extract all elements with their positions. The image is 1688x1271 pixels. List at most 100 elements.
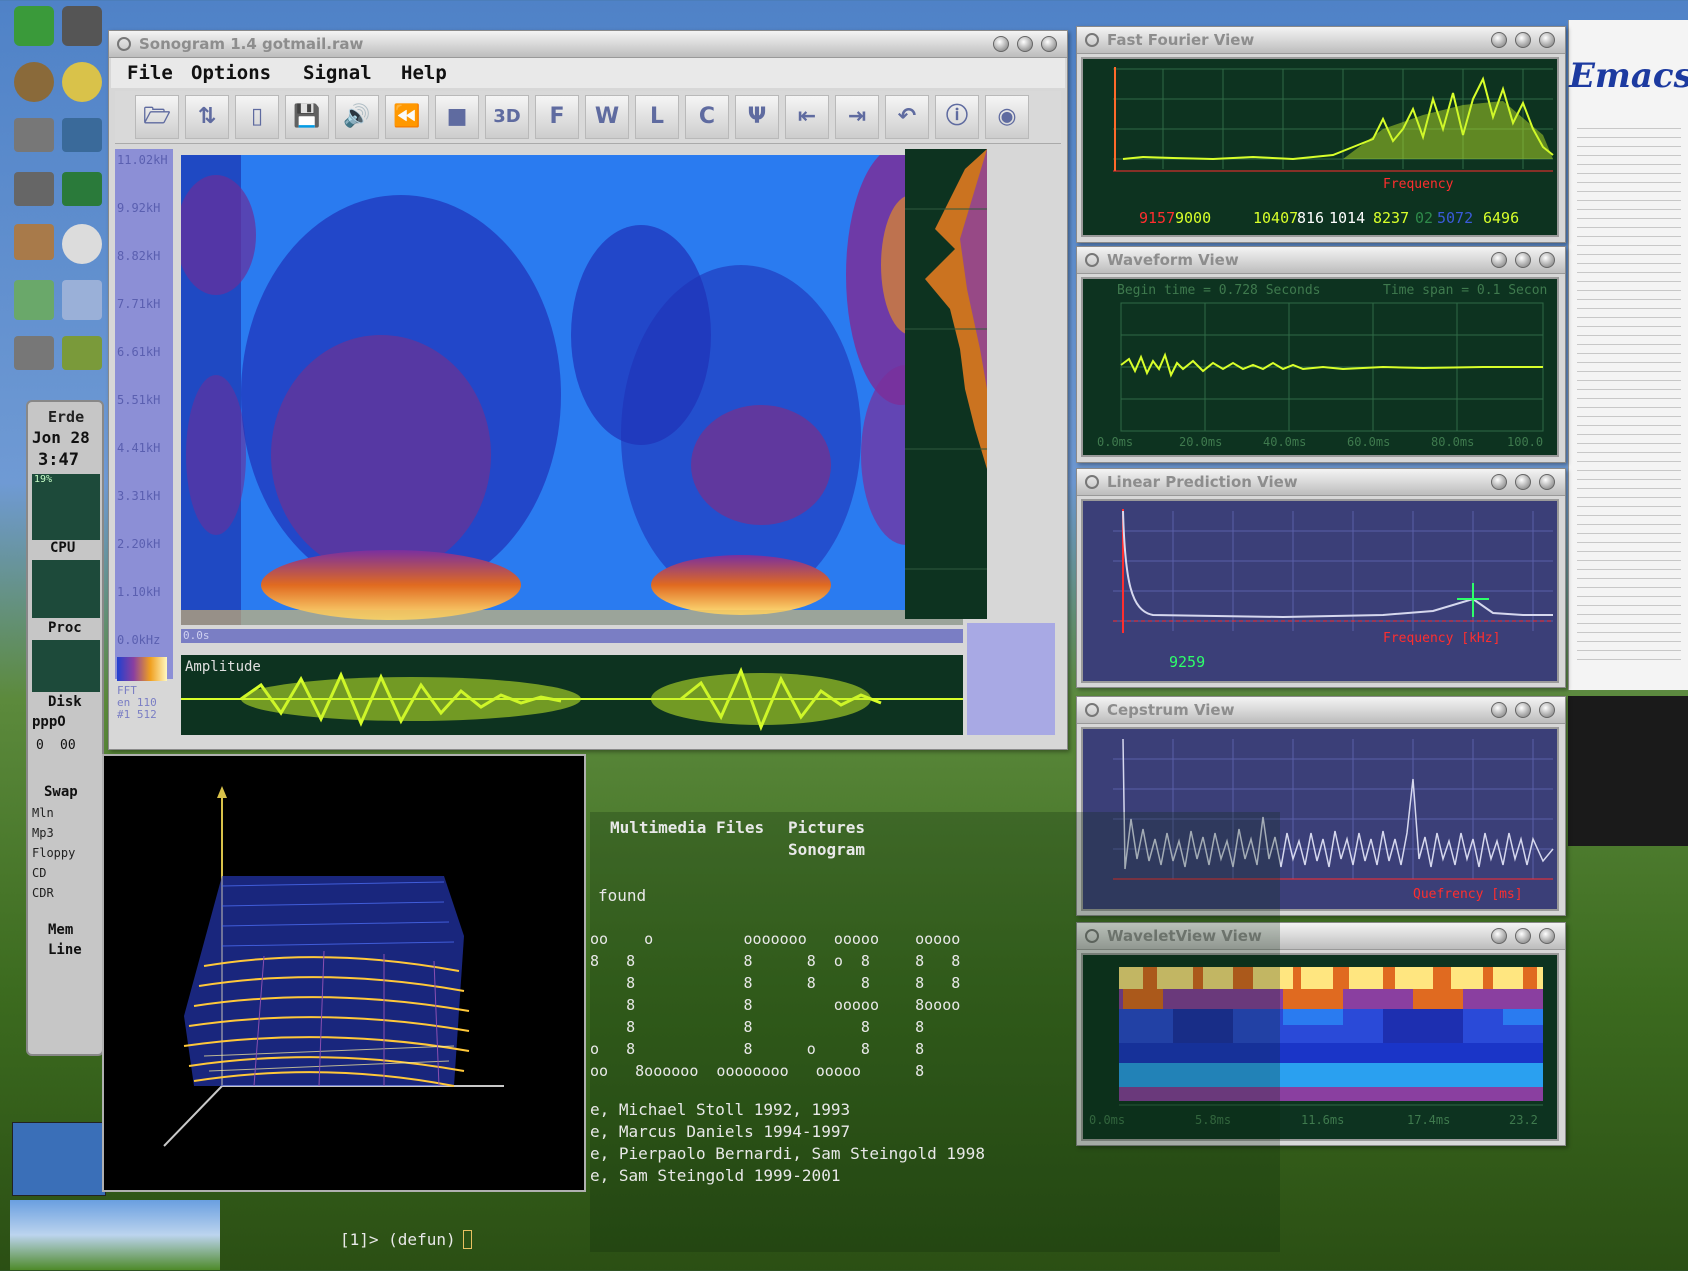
settings-icon[interactable]: ◉: [985, 95, 1029, 139]
app-icon[interactable]: [14, 172, 54, 206]
3d-view-icon[interactable]: 3D: [485, 95, 529, 139]
terminal-prompt[interactable]: [1]> (defun): [340, 1230, 456, 1249]
window-menu-icon[interactable]: [1085, 33, 1099, 47]
app-icon[interactable]: [62, 280, 102, 320]
cepstrum-titlebar[interactable]: Cepstrum View: [1077, 697, 1565, 724]
wavelet-view-icon[interactable]: Ψ: [735, 95, 779, 139]
maximize-button[interactable]: [1515, 928, 1531, 944]
fft-view-icon[interactable]: F: [535, 95, 579, 139]
fft-info-line: #1 512: [117, 708, 157, 721]
wavelet-titlebar[interactable]: WaveletView View: [1077, 923, 1565, 950]
dock-item[interactable]: Mln: [32, 806, 54, 820]
maximize-button[interactable]: [1515, 702, 1531, 718]
app-icon[interactable]: [62, 6, 102, 46]
amplitude-panel[interactable]: Amplitude: [181, 655, 963, 735]
window-menu-icon[interactable]: [1085, 703, 1099, 717]
fft-titlebar[interactable]: Fast Fourier View: [1077, 27, 1565, 54]
app-icon[interactable]: [62, 224, 102, 264]
app-icon[interactable]: [14, 280, 54, 320]
minimize-button[interactable]: [1491, 32, 1507, 48]
app-icon[interactable]: [14, 62, 54, 102]
waveform-begin-time: Begin time = 0.728 Seconds: [1117, 283, 1321, 298]
clock-icon[interactable]: [62, 62, 102, 102]
document-icon[interactable]: ▯: [235, 95, 279, 139]
waveform-tick: 80.0ms: [1431, 435, 1475, 449]
close-button[interactable]: [1539, 474, 1555, 490]
speaker-icon[interactable]: 🔊: [335, 95, 379, 139]
zoom-in-icon[interactable]: ⇤: [785, 95, 829, 139]
terminal-link[interactable]: Multimedia Files: [610, 818, 765, 837]
waveform-view-icon[interactable]: W: [585, 95, 629, 139]
menu-help[interactable]: Help: [401, 62, 447, 84]
waveform-plot[interactable]: Begin time = 0.728 Seconds Time span = 0…: [1081, 277, 1559, 457]
menu-signal[interactable]: Signal: [303, 62, 372, 84]
freq-tick: 9.92kH: [117, 201, 161, 215]
app-icon[interactable]: [14, 118, 54, 152]
close-button[interactable]: [1539, 702, 1555, 718]
window-menu-icon[interactable]: [117, 37, 131, 51]
wavelet-plot[interactable]: 0.0ms 5.8ms 11.6ms 17.4ms 23.2: [1081, 953, 1559, 1141]
window-title: Fast Fourier View: [1107, 31, 1255, 49]
minimize-button[interactable]: [1491, 928, 1507, 944]
window-menu-icon[interactable]: [1085, 929, 1099, 943]
cepstrum-chart: [1113, 738, 1554, 880]
minimize-button[interactable]: [1491, 702, 1507, 718]
waveform-titlebar[interactable]: Waveform View: [1077, 247, 1565, 274]
close-button[interactable]: [1539, 32, 1555, 48]
dock-item[interactable]: Floppy: [32, 846, 76, 860]
window-menu-icon[interactable]: [1085, 475, 1099, 489]
stop-icon[interactable]: ■: [435, 95, 479, 139]
maximize-button[interactable]: [1515, 32, 1531, 48]
maximize-button[interactable]: [1515, 252, 1531, 268]
lpc-view-icon[interactable]: L: [635, 95, 679, 139]
rewind-icon[interactable]: ⏪: [385, 95, 429, 139]
close-button[interactable]: [1539, 928, 1555, 944]
close-button[interactable]: [1539, 252, 1555, 268]
sonogram-titlebar[interactable]: Sonogram 1.4 gotmail.raw: [109, 31, 1067, 58]
app-icon[interactable]: [14, 336, 54, 370]
freq-tick: 6.61kH: [117, 345, 161, 359]
credit-line: e, Marcus Daniels 1994-1997: [590, 1122, 851, 1141]
terminal-area[interactable]: Multimedia Files Pictures Sonogram found…: [590, 812, 1280, 1252]
minimize-button[interactable]: [993, 36, 1009, 52]
lpc-window: Linear Prediction View Frequency [kHz] 9…: [1076, 468, 1566, 688]
lpc-plot[interactable]: Frequency [kHz] 9259: [1081, 499, 1559, 683]
close-button[interactable]: [1041, 36, 1057, 52]
app-icon[interactable]: [14, 6, 54, 46]
fft-value: 5072: [1437, 209, 1474, 227]
undo-icon[interactable]: ↶: [885, 95, 929, 139]
terminal-link[interactable]: Pictures: [788, 818, 866, 837]
time-scrollbar[interactable]: 0.0s: [181, 629, 963, 643]
zoom-out-icon[interactable]: ⇥: [835, 95, 879, 139]
desktop-thumbnail[interactable]: [10, 1200, 220, 1270]
minimize-button[interactable]: [1491, 252, 1507, 268]
wireframe-3d-window[interactable]: [102, 754, 586, 1192]
maximize-button[interactable]: [1017, 36, 1033, 52]
open-folder-icon[interactable]: 🗁: [135, 95, 179, 139]
app-icon[interactable]: [14, 224, 54, 260]
lpc-titlebar[interactable]: Linear Prediction View: [1077, 469, 1565, 496]
save-icon[interactable]: 💾: [285, 95, 329, 139]
frequency-axis: 11.02kH 9.92kH 8.82kH 7.71kH 6.61kH 5.51…: [115, 149, 173, 679]
cepstrum-view-icon[interactable]: C: [685, 95, 729, 139]
menu-file[interactable]: File: [127, 62, 173, 84]
cepstrum-plot[interactable]: Quefrency [ms]: [1081, 727, 1559, 911]
app-icon[interactable]: [62, 118, 102, 152]
emacs-window[interactable]: Emacs: [1568, 20, 1688, 690]
app-icon[interactable]: [62, 172, 102, 206]
minimize-button[interactable]: [1491, 474, 1507, 490]
fft-plot[interactable]: Frequency 9157 9000 10407 816 1014 8237 …: [1081, 57, 1559, 237]
dock-item[interactable]: CDR: [32, 886, 54, 900]
terminal-link[interactable]: Sonogram: [788, 840, 866, 859]
spectrogram-canvas[interactable]: [181, 155, 963, 625]
dock-item[interactable]: Mp3: [32, 826, 54, 840]
video-thumbnail[interactable]: [1568, 696, 1688, 846]
desktop-thumbnail[interactable]: [12, 1122, 106, 1196]
dock-item[interactable]: CD: [32, 866, 47, 880]
window-menu-icon[interactable]: [1085, 253, 1099, 267]
app-icon[interactable]: [62, 336, 102, 370]
maximize-button[interactable]: [1515, 474, 1531, 490]
properties-icon[interactable]: ⇅: [185, 95, 229, 139]
info-icon[interactable]: ⓘ: [935, 95, 979, 139]
menu-options[interactable]: Options: [191, 62, 272, 84]
